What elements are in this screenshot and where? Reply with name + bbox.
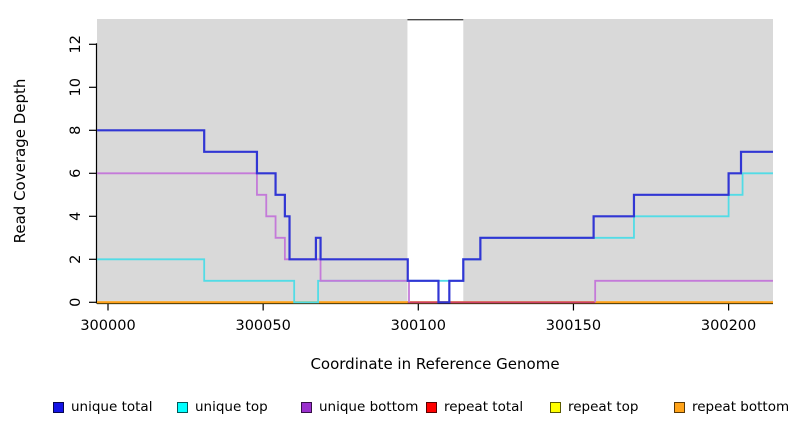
legend-swatch-repeat-bottom	[674, 401, 685, 413]
chart-legend: unique total unique top unique bottom repea…	[0, 398, 792, 422]
legend-item-repeat-bottom: repeat bottom	[674, 398, 789, 416]
legend-item-repeat-top: repeat top	[550, 398, 638, 416]
x-tick-label: 300150	[546, 318, 601, 334]
legend-item-unique-total: unique total	[53, 398, 152, 416]
y-tick-label: 6	[68, 169, 84, 178]
legend-swatch-unique-bottom	[301, 401, 312, 413]
y-tick-label: 10	[68, 78, 84, 96]
x-axis-title: Coordinate in Reference Genome	[310, 355, 559, 373]
legend-item-unique-top: unique top	[177, 398, 268, 416]
legend-swatch-repeat-total	[426, 401, 437, 413]
y-tick-label: 8	[68, 126, 84, 135]
plot-area: 300000 300050 300100 300150 300200 0 2 4 6 8 10 12	[68, 19, 773, 334]
legend-label: unique top	[195, 399, 268, 415]
legend-label: unique bottom	[319, 399, 419, 415]
y-tick-label: 0	[68, 298, 84, 307]
series-line-unique-total	[97, 129, 773, 304]
x-tick-label: 300200	[701, 318, 756, 334]
y-tick-label: 4	[68, 212, 84, 221]
legend-item-repeat-total: repeat total	[426, 398, 523, 416]
legend-swatch-unique-total	[53, 401, 64, 413]
legend-swatch-unique-top	[177, 401, 188, 413]
legend-label: unique total	[71, 399, 153, 415]
y-axis-title: Read Coverage Depth	[11, 79, 29, 244]
series-line-unique-bottom	[97, 172, 410, 303]
legend-label: repeat top	[568, 399, 639, 415]
legend-swatch-repeat-top	[550, 401, 561, 413]
legend-item-unique-bottom: unique bottom	[301, 398, 418, 416]
x-tick-label: 300000	[80, 318, 135, 334]
y-tick-label: 12	[68, 35, 84, 53]
y-tick-label: 2	[68, 255, 84, 264]
legend-label: repeat total	[444, 399, 524, 415]
legend-label: repeat bottom	[692, 399, 790, 415]
x-tick-label: 300100	[391, 318, 446, 334]
x-tick-label: 300050	[235, 318, 290, 334]
series-line-unique-bottom	[594, 279, 773, 303]
highlight-band	[407, 19, 464, 304]
